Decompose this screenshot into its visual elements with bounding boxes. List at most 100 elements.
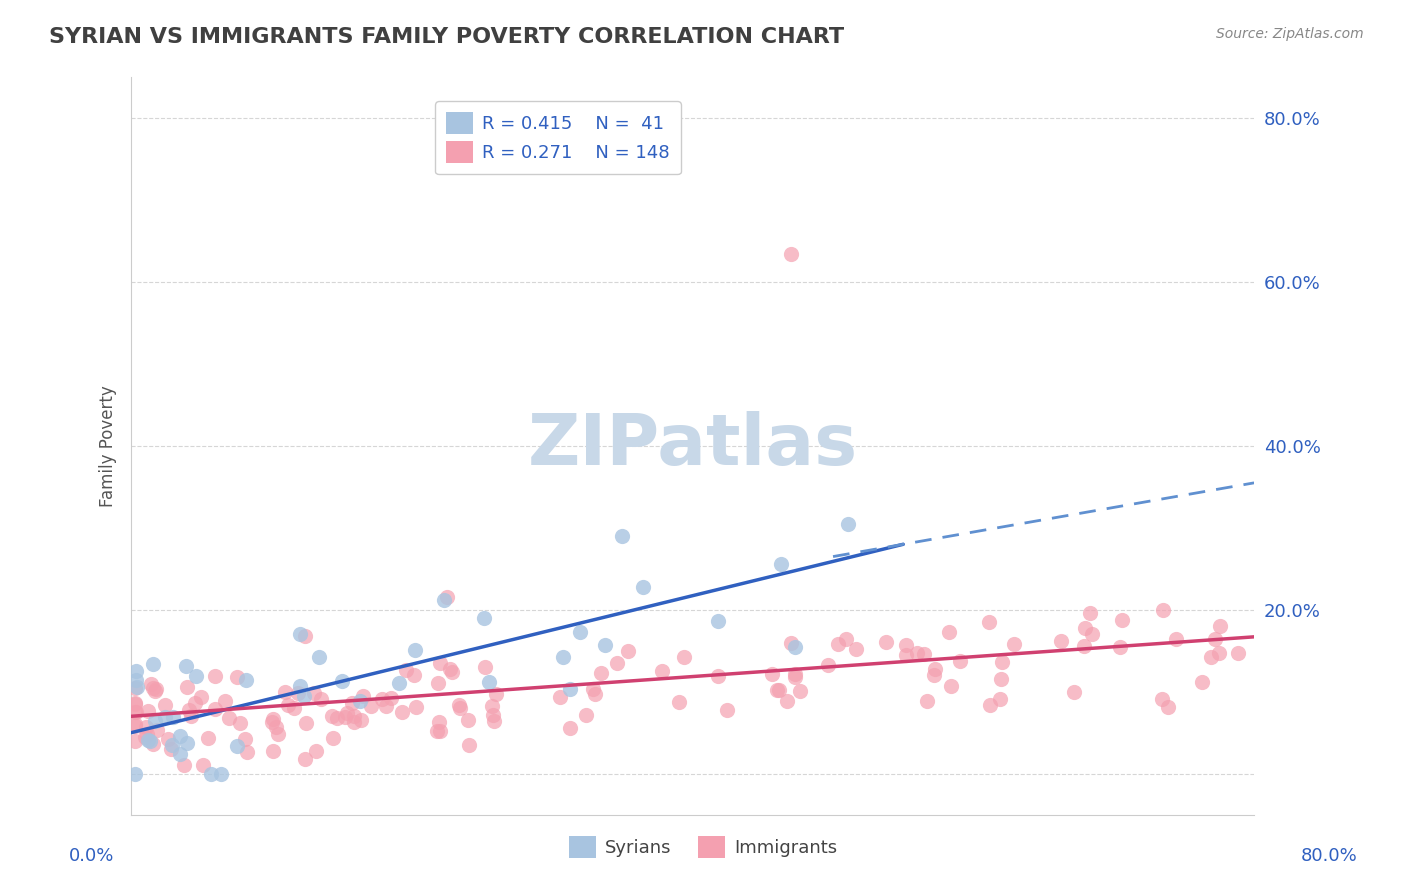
Point [1050, 634, 1073, 648]
Point [761, 667, 783, 681]
Point [449, 701, 471, 715]
Point [548, 690, 571, 705]
Point [558, 721, 581, 735]
Point [1199, 650, 1222, 665]
Point [214, 694, 236, 708]
Point [574, 708, 596, 723]
Point [204, 702, 226, 716]
Point [427, 676, 450, 690]
Point [991, 655, 1014, 669]
Point [176, 680, 198, 694]
Point [938, 624, 960, 639]
Point [235, 732, 257, 747]
Point [924, 662, 946, 676]
Point [1063, 685, 1085, 699]
Point [124, 719, 146, 733]
Legend: Syrians, Immigrants: Syrians, Immigrants [561, 829, 845, 865]
Point [433, 593, 456, 607]
Point [482, 708, 505, 723]
Point [707, 614, 730, 628]
Point [153, 698, 176, 712]
Point [769, 557, 792, 571]
Point [1208, 646, 1230, 660]
Point [474, 660, 496, 674]
Point [484, 687, 506, 701]
Point [124, 681, 146, 695]
Point [262, 744, 284, 758]
Point [371, 692, 394, 706]
Point [589, 666, 612, 681]
Point [1073, 640, 1095, 654]
Point [226, 739, 249, 753]
Point [1080, 627, 1102, 641]
Text: ZIPatlas: ZIPatlas [527, 411, 858, 481]
Point [427, 714, 450, 729]
Point [360, 698, 382, 713]
Point [350, 713, 373, 727]
Point [336, 706, 359, 721]
Point [716, 703, 738, 717]
Point [458, 738, 481, 752]
Point [124, 716, 146, 731]
Point [124, 705, 146, 719]
Point [321, 708, 343, 723]
Point [707, 669, 730, 683]
Point [1204, 632, 1226, 647]
Point [817, 658, 839, 673]
Point [160, 742, 183, 756]
Point [294, 629, 316, 643]
Point [436, 590, 458, 604]
Point [785, 667, 807, 681]
Point [184, 668, 207, 682]
Point [309, 692, 332, 706]
Point [135, 720, 157, 734]
Point [582, 681, 605, 696]
Point [979, 698, 1001, 713]
Point [124, 698, 146, 712]
Point [138, 734, 160, 748]
Text: Source: ZipAtlas.com: Source: ZipAtlas.com [1216, 27, 1364, 41]
Point [136, 726, 159, 740]
Point [482, 714, 505, 729]
Point [142, 657, 165, 672]
Point [288, 626, 311, 640]
Point [595, 638, 617, 652]
Point [190, 690, 212, 704]
Point [326, 711, 349, 725]
Y-axis label: Family Poverty: Family Poverty [100, 385, 117, 507]
Point [136, 732, 159, 747]
Point [583, 687, 606, 701]
Point [173, 757, 195, 772]
Point [789, 684, 811, 698]
Point [330, 673, 353, 688]
Point [429, 723, 451, 738]
Point [333, 709, 356, 723]
Point [1152, 603, 1174, 617]
Point [134, 730, 156, 744]
Point [143, 684, 166, 698]
Point [1166, 632, 1188, 646]
Point [191, 758, 214, 772]
Point [405, 700, 427, 714]
Point [391, 705, 413, 719]
Point [1208, 619, 1230, 633]
Point [1004, 637, 1026, 651]
Point [125, 664, 148, 678]
Point [827, 637, 849, 651]
Point [260, 714, 283, 729]
Point [478, 675, 501, 690]
Point [267, 727, 290, 741]
Point [204, 669, 226, 683]
Point [124, 734, 146, 748]
Point [322, 731, 344, 745]
Text: 0.0%: 0.0% [69, 847, 114, 864]
Point [783, 640, 806, 654]
Text: 80.0%: 80.0% [1301, 847, 1357, 864]
Point [606, 657, 628, 671]
Point [305, 744, 328, 758]
Point [651, 664, 673, 678]
Point [343, 715, 366, 730]
Point [949, 654, 972, 668]
Point [875, 635, 897, 649]
Point [124, 696, 146, 710]
